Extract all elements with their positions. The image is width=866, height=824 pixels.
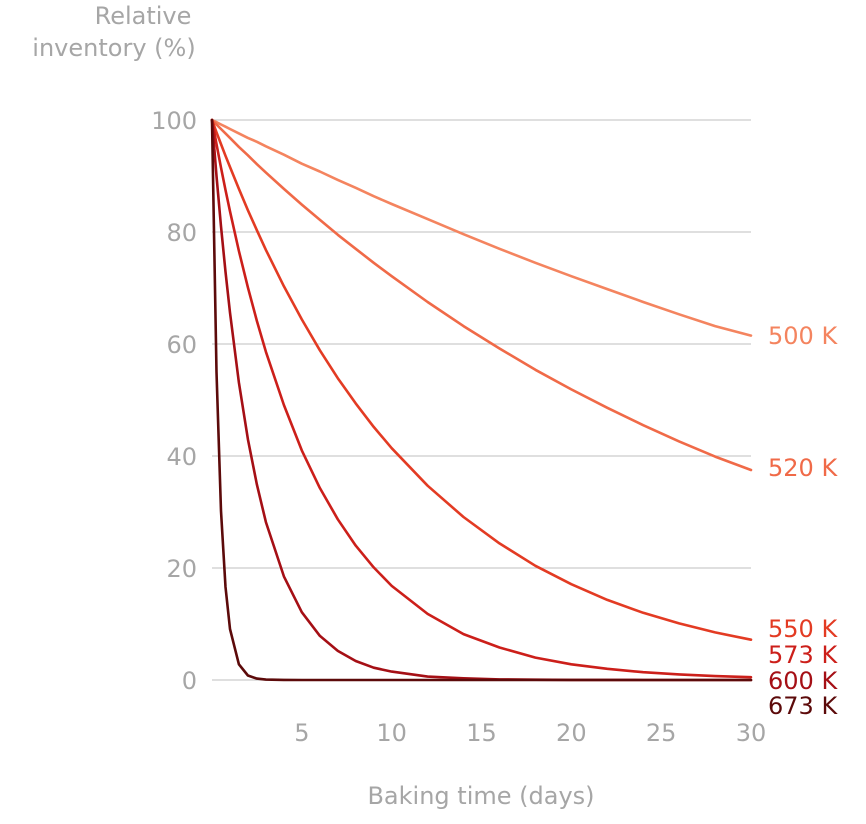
series-label-520k: 520 K xyxy=(768,454,838,482)
series-lines xyxy=(210,118,753,682)
y-tick-labels: 0 20 40 60 80 100 xyxy=(151,107,197,695)
series-line-600k xyxy=(210,118,753,682)
y-tick-label: 20 xyxy=(166,555,197,583)
x-tick-label: 10 xyxy=(376,719,407,747)
y-tick-label: 40 xyxy=(166,443,197,471)
y-axis-title-line-1: Relative xyxy=(95,2,192,30)
y-tick-label: 100 xyxy=(151,107,197,135)
x-tick-labels: 5 10 15 20 25 30 xyxy=(294,719,766,747)
series-line-673k xyxy=(210,118,753,682)
y-tick-label: 80 xyxy=(166,219,197,247)
x-tick-label: 20 xyxy=(556,719,587,747)
x-tick-label: 30 xyxy=(736,719,767,747)
series-label-500k: 500 K xyxy=(768,322,838,350)
series-label-600k: 600 K xyxy=(768,667,838,695)
x-axis-title: Baking time (days) xyxy=(367,782,594,810)
series-line-500k xyxy=(210,118,753,337)
y-tick-label: 60 xyxy=(166,331,197,359)
y-axis-title-line-2: inventory (%) xyxy=(32,34,195,62)
series-line-520k xyxy=(210,118,753,472)
series-label-550k: 550 K xyxy=(768,615,838,643)
series-line-550k xyxy=(210,118,753,641)
x-tick-label: 25 xyxy=(646,719,677,747)
series-label-673k: 673 K xyxy=(768,692,838,720)
series-label-573k: 573 K xyxy=(768,641,838,669)
x-tick-label: 15 xyxy=(466,719,497,747)
y-tick-label: 0 xyxy=(182,667,197,695)
series-line-573k xyxy=(210,118,753,679)
x-tick-label: 5 xyxy=(294,719,309,747)
y-axis-title: Relative inventory (%) xyxy=(32,2,195,62)
